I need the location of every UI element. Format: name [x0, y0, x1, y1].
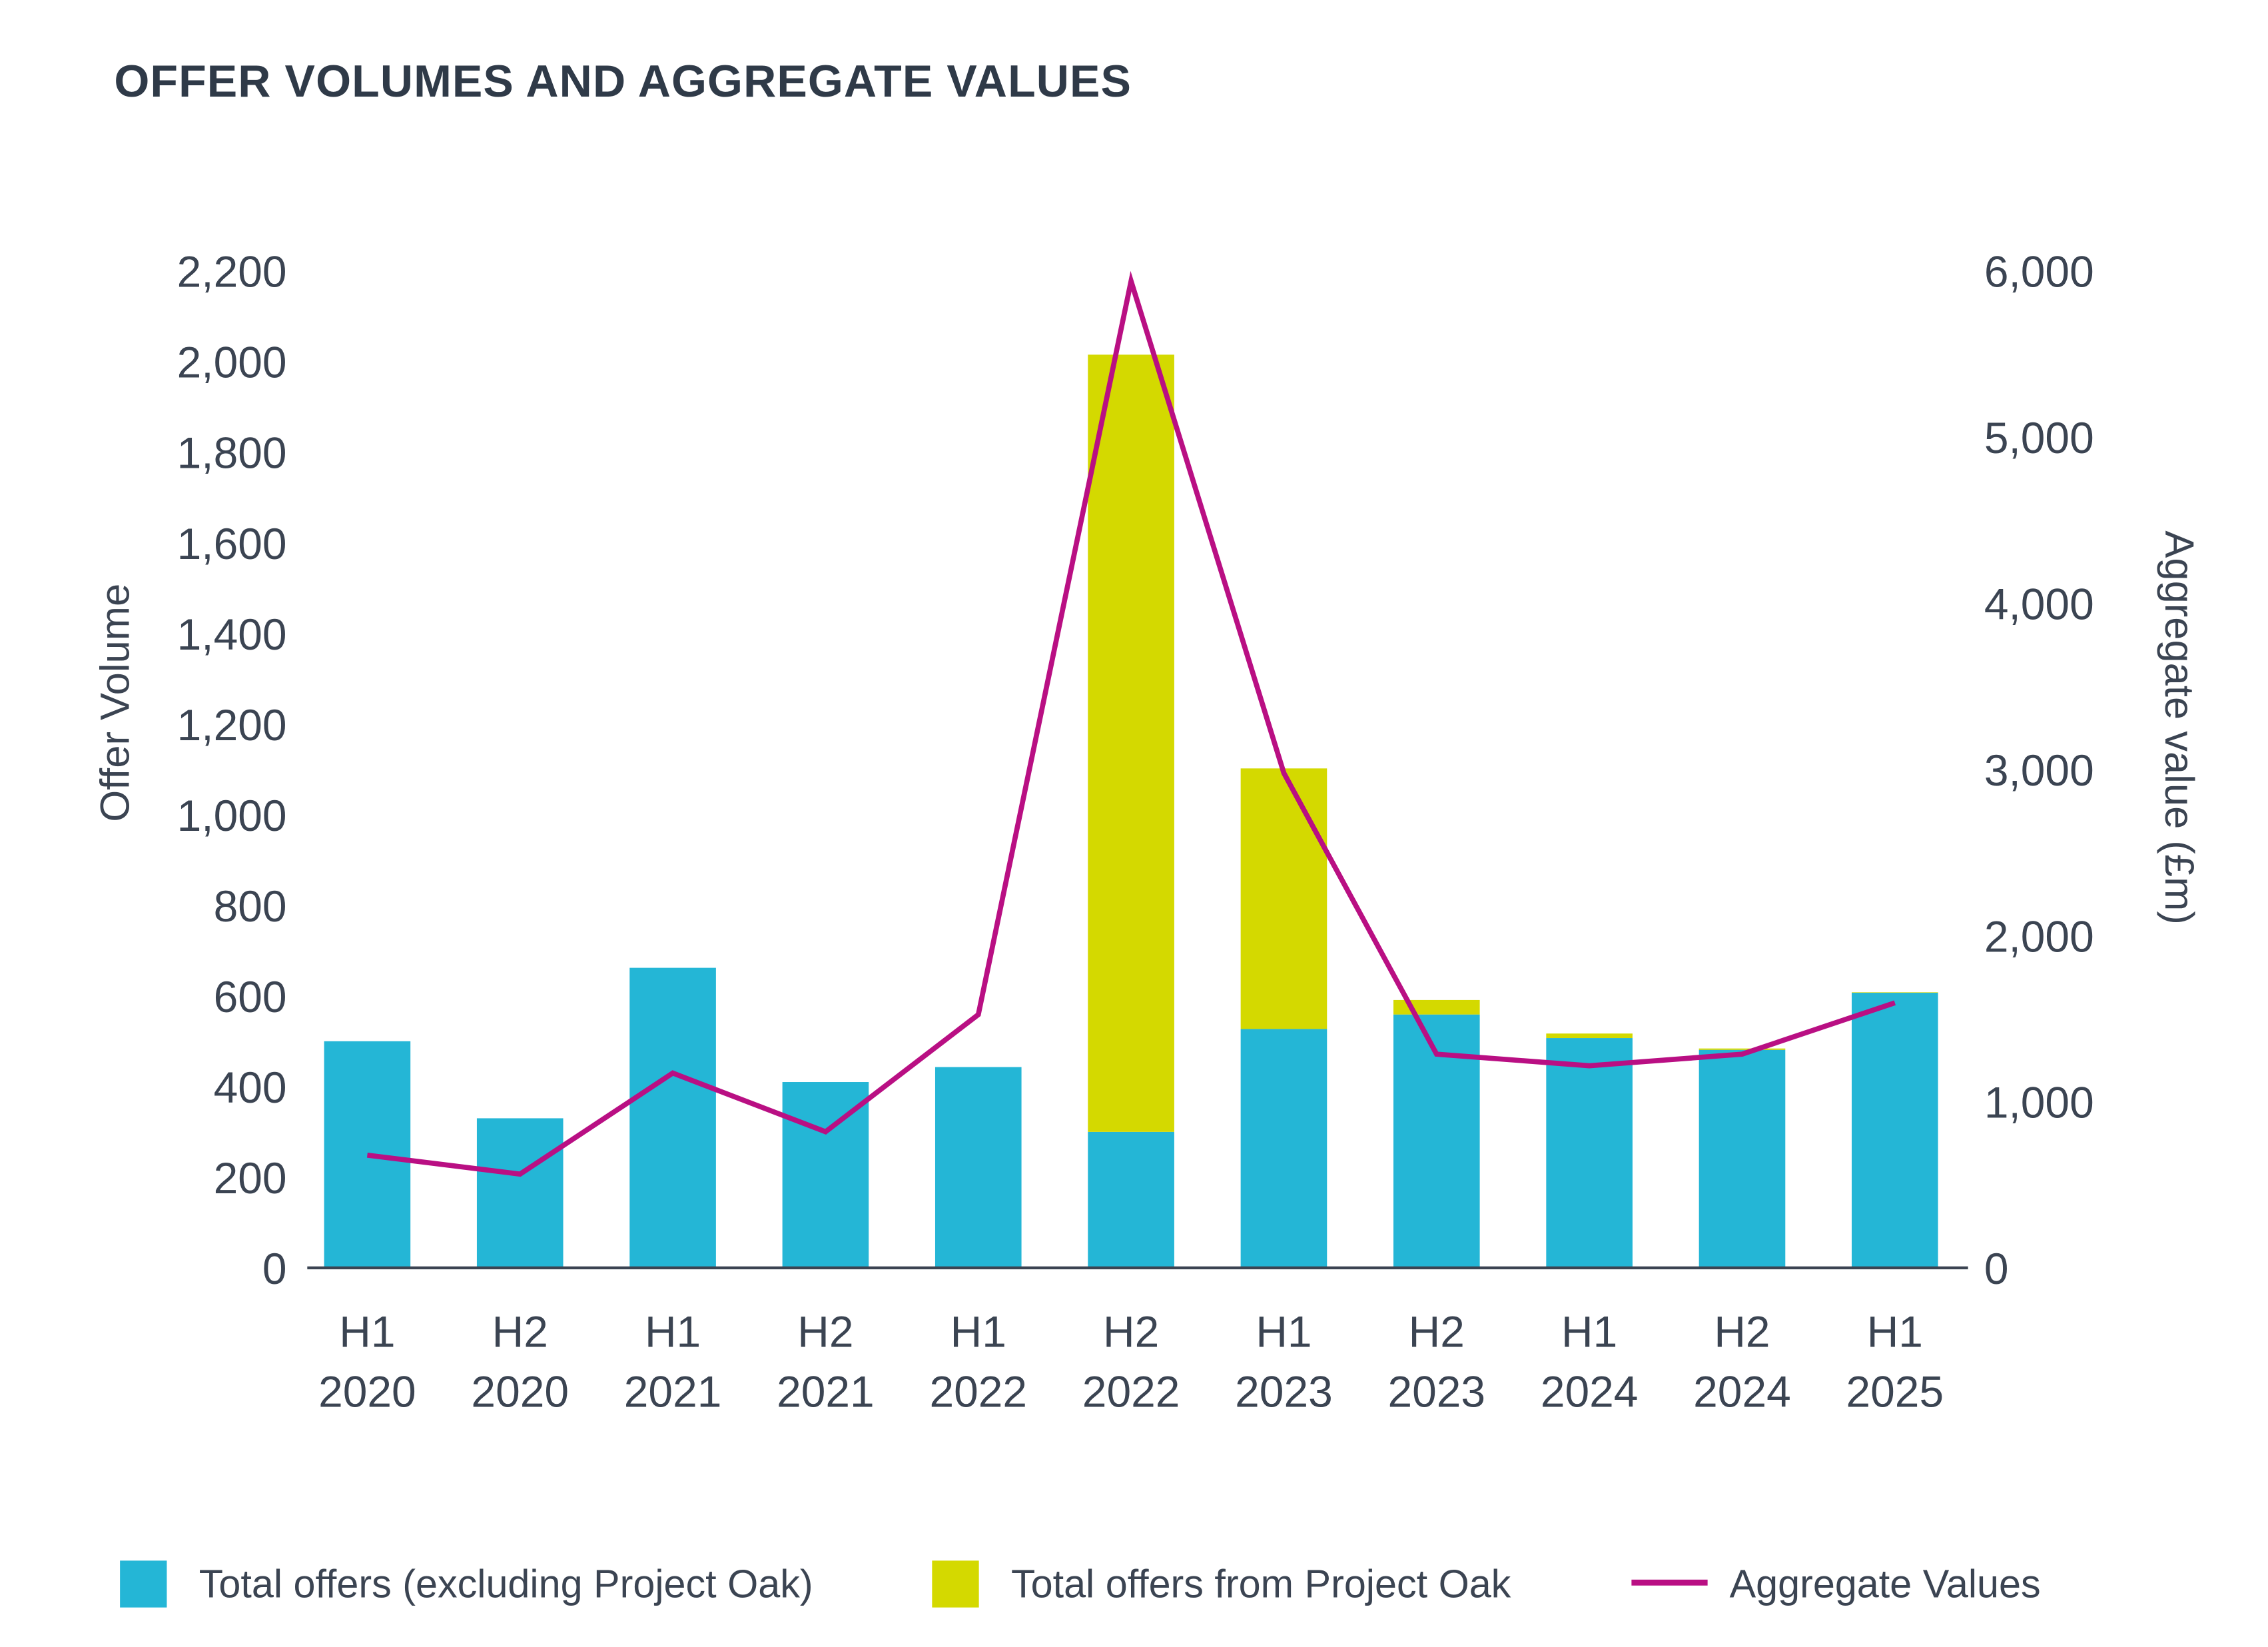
- legend: Total offers (excluding Project Oak) Tot…: [120, 1560, 2041, 1608]
- bar-excluding-oak-h1-2024: [1546, 1038, 1633, 1268]
- y-tick-label: 1,000: [177, 791, 287, 840]
- bar-project-oak-h1-2023: [1240, 768, 1327, 1029]
- legend-swatch-excluding-oak: [120, 1560, 167, 1608]
- chart-title: OFFER VOLUMES AND AGGREGATE VALUES: [114, 56, 1132, 107]
- y-tick-label: 1,800: [177, 428, 287, 478]
- y-tick-label: 1,200: [177, 700, 287, 750]
- legend-label-aggregate-values: Aggregate Values: [1730, 1561, 2041, 1606]
- x-tick-label: H2 2020: [471, 1307, 569, 1416]
- bar-excluding-oak-h2-2022: [1088, 1131, 1174, 1268]
- y-axis-title: Offer Volume: [92, 584, 138, 822]
- bar-excluding-oak-h2-2024: [1699, 1049, 1786, 1268]
- y-tick-label: 1,400: [177, 610, 287, 659]
- bar-project-oak-h1-2025: [1852, 992, 1938, 993]
- y-tick-label: 800: [214, 881, 287, 931]
- bar-excluding-oak-h1-2025: [1852, 993, 1938, 1268]
- x-tick-label: H1 2023: [1235, 1307, 1333, 1416]
- bar-excluding-oak-h1-2021: [629, 967, 716, 1268]
- bar-excluding-oak-h1-2020: [324, 1041, 411, 1268]
- legend-label-project-oak: Total offers from Project Oak: [1011, 1561, 1511, 1606]
- x-tick-label: H1 2024: [1541, 1307, 1639, 1416]
- y-tick-label: 2,000: [177, 338, 287, 387]
- x-tick-label: H1 2021: [624, 1307, 722, 1416]
- y-tick-label: 400: [214, 1063, 287, 1112]
- x-tick-label: H2 2024: [1693, 1307, 1791, 1416]
- x-tick-label: H2 2022: [1082, 1307, 1180, 1416]
- bar-excluding-oak-h2-2020: [476, 1118, 564, 1268]
- legend-label-excluding-oak: Total offers (excluding Project Oak): [199, 1561, 813, 1606]
- x-tick-label: H1 2025: [1846, 1307, 1944, 1416]
- y-tick-label: 0: [262, 1244, 287, 1293]
- x-tick-label: H2 2023: [1387, 1307, 1485, 1416]
- x-tick-label: H1 2020: [318, 1307, 416, 1416]
- y2-tick-label: 2,000: [1984, 911, 2094, 961]
- legend-swatch-project-oak: [932, 1560, 979, 1608]
- y2-tick-label: 3,000: [1984, 746, 2094, 795]
- x-tick-label: H1 2022: [929, 1307, 1027, 1416]
- y2-tick-label: 0: [1984, 1244, 2009, 1293]
- y-tick-label: 1,600: [177, 519, 287, 568]
- y2-tick-label: 5,000: [1984, 413, 2094, 462]
- bar-excluding-oak-h1-2022: [935, 1067, 1022, 1268]
- bar-excluding-oak-h1-2023: [1240, 1029, 1327, 1268]
- y-tick-label: 2,200: [177, 247, 287, 296]
- bar-excluding-oak-h2-2021: [782, 1082, 869, 1268]
- x-tick-label: H2 2021: [777, 1307, 875, 1416]
- y-tick-label: 600: [214, 972, 287, 1021]
- y2-tick-label: 4,000: [1984, 579, 2094, 628]
- bar-project-oak-h1-2024: [1546, 1033, 1633, 1039]
- y2-tick-label: 1,000: [1984, 1078, 2094, 1127]
- y-tick-label: 200: [214, 1153, 287, 1203]
- bar-project-oak-h2-2022: [1088, 354, 1174, 1132]
- bar-project-oak-h2-2024: [1699, 1048, 1786, 1050]
- y2-tick-label: 6,000: [1984, 247, 2094, 296]
- y2-axis-title: Aggregate value (£m): [2156, 530, 2202, 924]
